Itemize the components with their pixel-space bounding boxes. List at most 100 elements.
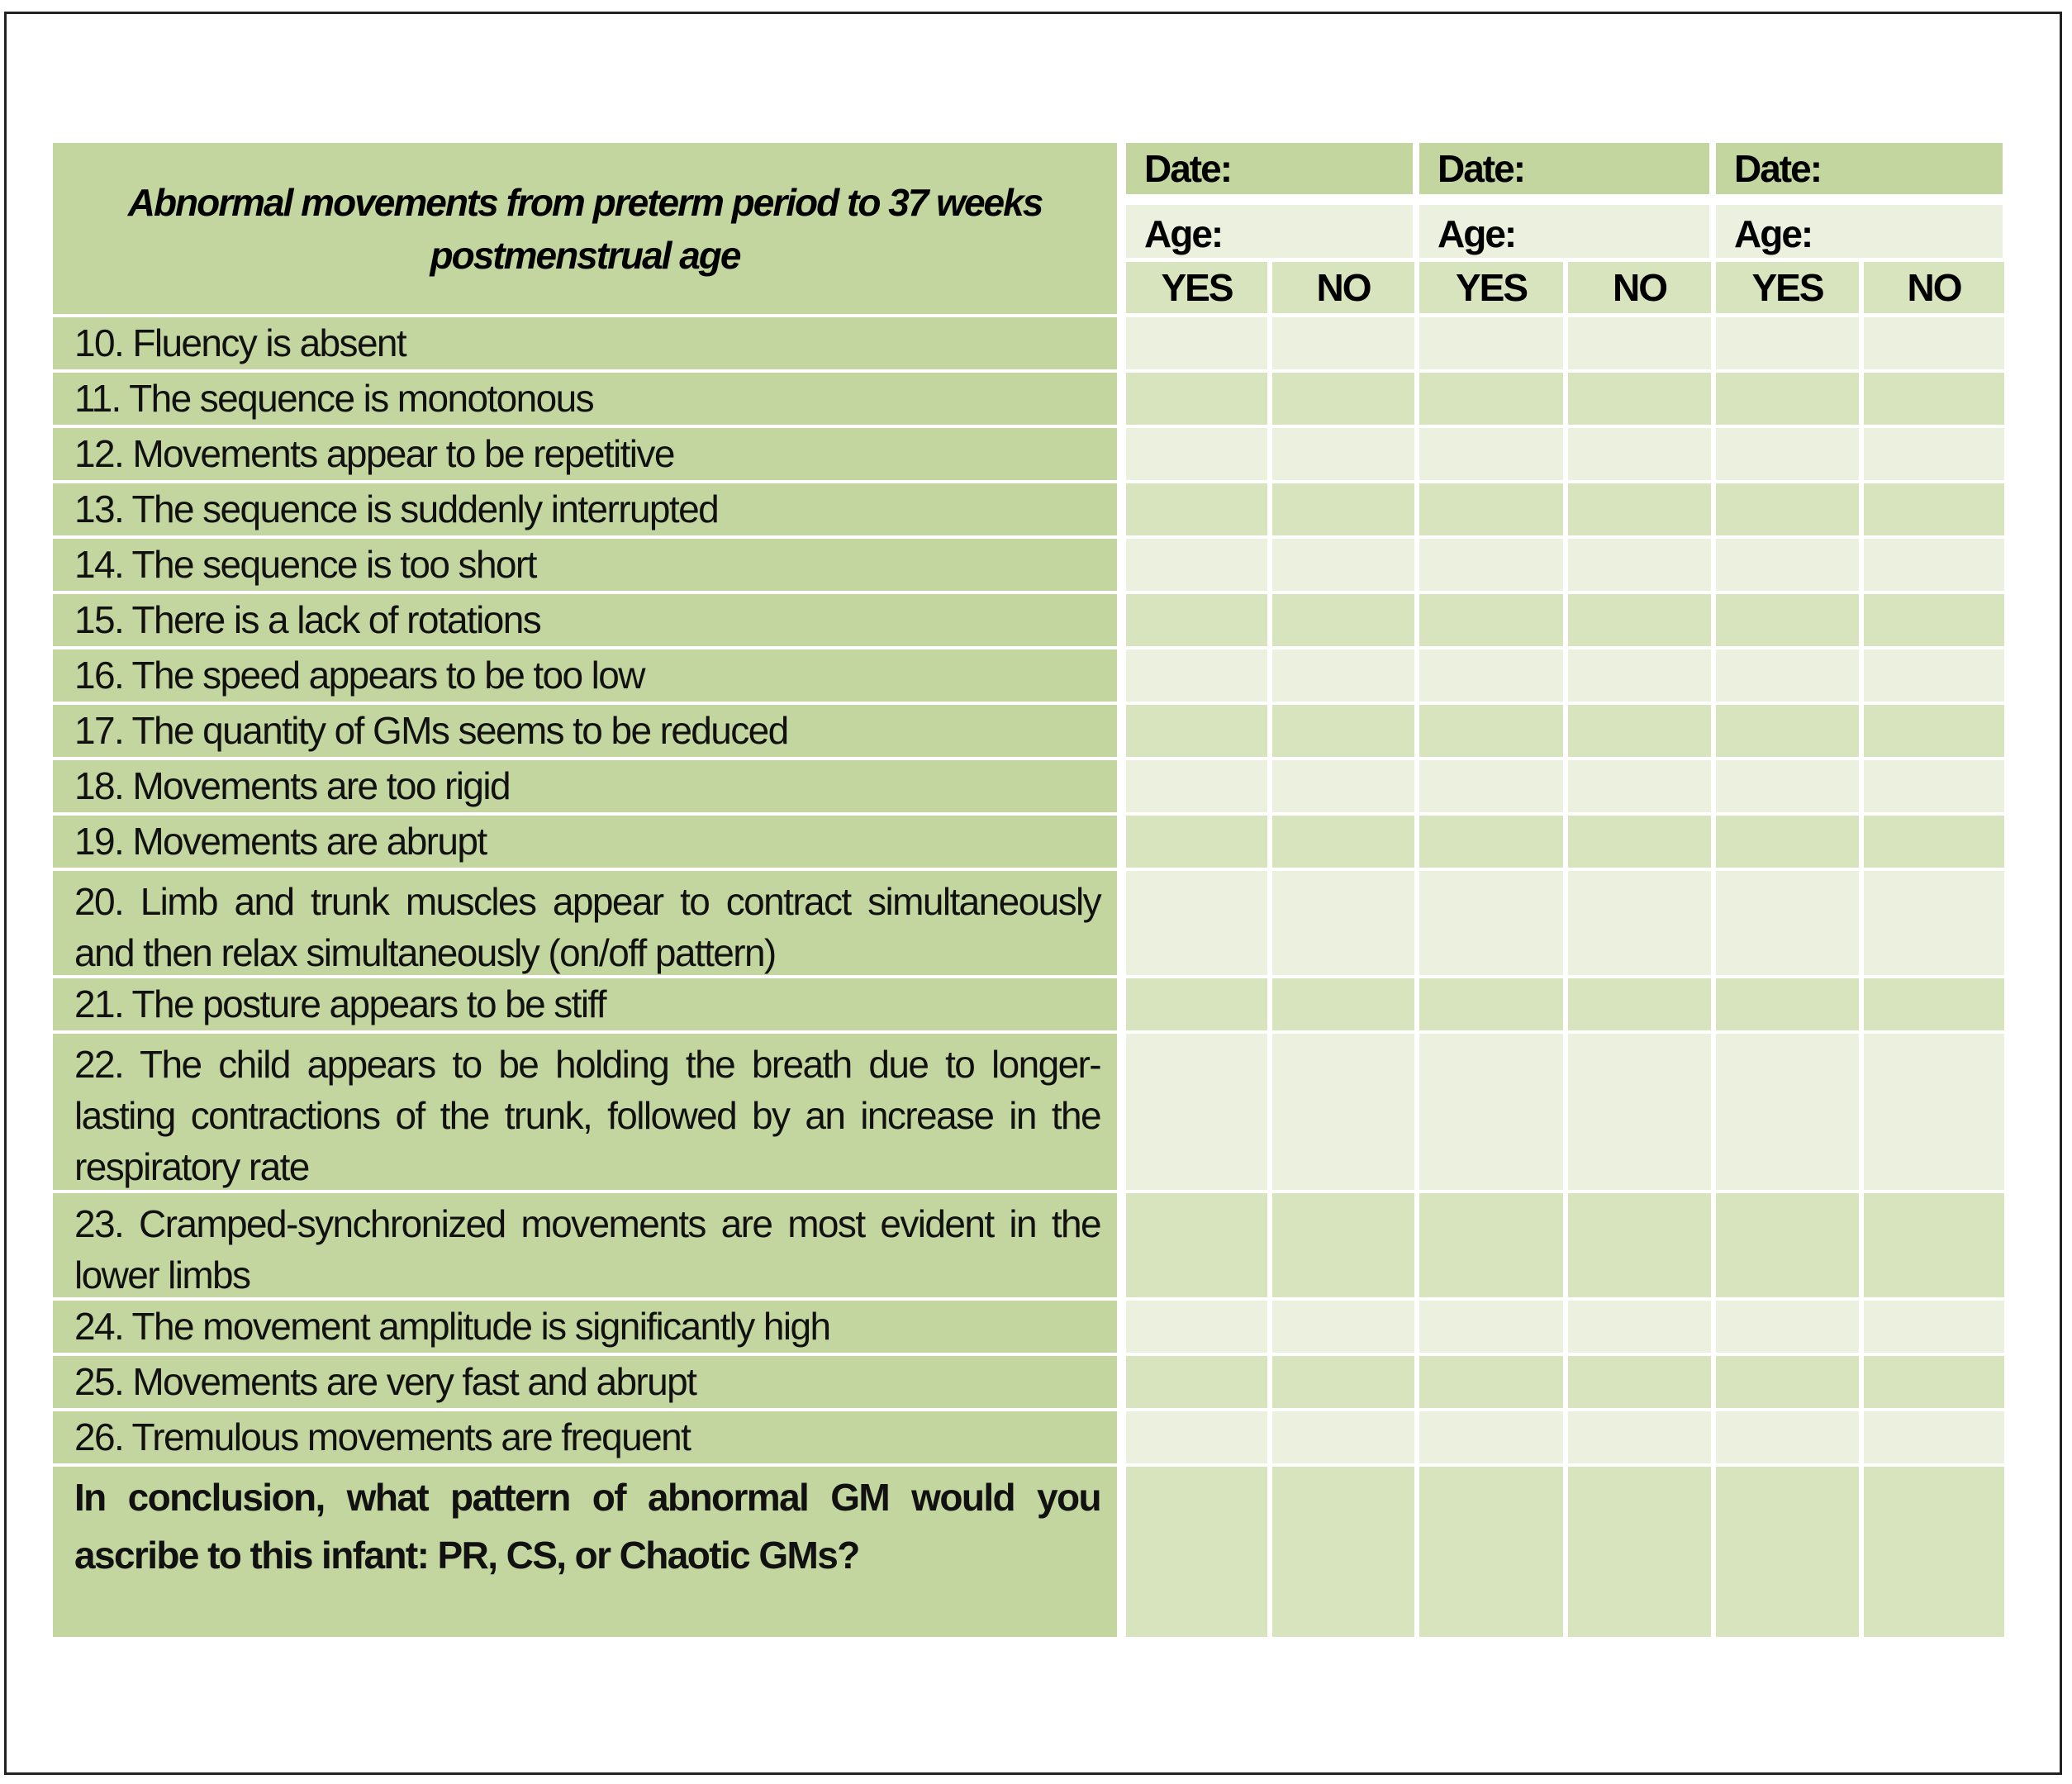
yes-checkbox-cell[interactable] xyxy=(1716,871,1859,975)
yes-checkbox-cell[interactable] xyxy=(1419,594,1563,646)
yes-checkbox-cell[interactable] xyxy=(1126,428,1267,480)
no-checkbox-cell[interactable] xyxy=(1272,1411,1414,1463)
yes-checkbox-cell[interactable] xyxy=(1716,317,1859,369)
yes-checkbox-cell[interactable] xyxy=(1126,317,1267,369)
no-checkbox-cell[interactable] xyxy=(1568,1467,1711,1637)
yes-checkbox-cell[interactable] xyxy=(1716,1034,1859,1190)
age-field[interactable]: Age: xyxy=(1716,205,2003,258)
no-checkbox-cell[interactable] xyxy=(1272,760,1414,812)
yes-checkbox-cell[interactable] xyxy=(1716,373,1859,425)
no-checkbox-cell[interactable] xyxy=(1272,705,1414,757)
no-checkbox-cell[interactable] xyxy=(1568,1301,1711,1353)
no-checkbox-cell[interactable] xyxy=(1568,594,1711,646)
yes-checkbox-cell[interactable] xyxy=(1126,1034,1267,1190)
no-checkbox-cell[interactable] xyxy=(1568,1193,1711,1297)
yes-checkbox-cell[interactable] xyxy=(1419,483,1563,535)
yes-checkbox-cell[interactable] xyxy=(1419,816,1563,868)
no-checkbox-cell[interactable] xyxy=(1568,649,1711,702)
no-checkbox-cell[interactable] xyxy=(1568,539,1711,591)
yes-checkbox-cell[interactable] xyxy=(1126,978,1267,1030)
yes-checkbox-cell[interactable] xyxy=(1126,871,1267,975)
no-checkbox-cell[interactable] xyxy=(1864,1193,2004,1297)
no-checkbox-cell[interactable] xyxy=(1864,1301,2004,1353)
yes-checkbox-cell[interactable] xyxy=(1716,1467,1859,1637)
yes-checkbox-cell[interactable] xyxy=(1419,1034,1563,1190)
yes-checkbox-cell[interactable] xyxy=(1716,539,1859,591)
no-checkbox-cell[interactable] xyxy=(1272,1301,1414,1353)
yes-checkbox-cell[interactable] xyxy=(1419,1411,1563,1463)
yes-checkbox-cell[interactable] xyxy=(1126,1356,1267,1408)
yes-checkbox-cell[interactable] xyxy=(1716,705,1859,757)
yes-checkbox-cell[interactable] xyxy=(1126,705,1267,757)
yes-checkbox-cell[interactable] xyxy=(1716,978,1859,1030)
no-checkbox-cell[interactable] xyxy=(1568,373,1711,425)
yes-checkbox-cell[interactable] xyxy=(1126,539,1267,591)
yes-checkbox-cell[interactable] xyxy=(1126,1193,1267,1297)
no-checkbox-cell[interactable] xyxy=(1272,483,1414,535)
yes-checkbox-cell[interactable] xyxy=(1716,1301,1859,1353)
no-checkbox-cell[interactable] xyxy=(1568,483,1711,535)
no-checkbox-cell[interactable] xyxy=(1864,1467,2004,1637)
no-checkbox-cell[interactable] xyxy=(1568,1411,1711,1463)
yes-checkbox-cell[interactable] xyxy=(1419,539,1563,591)
age-field[interactable]: Age: xyxy=(1419,205,1709,258)
no-checkbox-cell[interactable] xyxy=(1272,816,1414,868)
yes-checkbox-cell[interactable] xyxy=(1419,705,1563,757)
yes-checkbox-cell[interactable] xyxy=(1716,483,1859,535)
no-checkbox-cell[interactable] xyxy=(1568,317,1711,369)
yes-checkbox-cell[interactable] xyxy=(1126,594,1267,646)
no-checkbox-cell[interactable] xyxy=(1568,705,1711,757)
no-checkbox-cell[interactable] xyxy=(1864,483,2004,535)
yes-checkbox-cell[interactable] xyxy=(1126,1467,1267,1637)
no-checkbox-cell[interactable] xyxy=(1272,317,1414,369)
no-checkbox-cell[interactable] xyxy=(1272,594,1414,646)
no-checkbox-cell[interactable] xyxy=(1864,594,2004,646)
no-checkbox-cell[interactable] xyxy=(1272,1193,1414,1297)
no-checkbox-cell[interactable] xyxy=(1568,428,1711,480)
yes-checkbox-cell[interactable] xyxy=(1126,816,1267,868)
yes-checkbox-cell[interactable] xyxy=(1419,1301,1563,1353)
yes-checkbox-cell[interactable] xyxy=(1419,1356,1563,1408)
no-checkbox-cell[interactable] xyxy=(1864,1411,2004,1463)
yes-checkbox-cell[interactable] xyxy=(1419,978,1563,1030)
no-checkbox-cell[interactable] xyxy=(1568,1356,1711,1408)
no-checkbox-cell[interactable] xyxy=(1272,978,1414,1030)
no-checkbox-cell[interactable] xyxy=(1864,373,2004,425)
no-checkbox-cell[interactable] xyxy=(1272,649,1414,702)
no-checkbox-cell[interactable] xyxy=(1864,1034,2004,1190)
no-checkbox-cell[interactable] xyxy=(1568,1034,1711,1190)
yes-checkbox-cell[interactable] xyxy=(1716,594,1859,646)
yes-checkbox-cell[interactable] xyxy=(1419,317,1563,369)
no-checkbox-cell[interactable] xyxy=(1864,539,2004,591)
yes-checkbox-cell[interactable] xyxy=(1126,760,1267,812)
yes-checkbox-cell[interactable] xyxy=(1419,428,1563,480)
no-checkbox-cell[interactable] xyxy=(1272,1356,1414,1408)
no-checkbox-cell[interactable] xyxy=(1864,760,2004,812)
yes-checkbox-cell[interactable] xyxy=(1126,1411,1267,1463)
yes-checkbox-cell[interactable] xyxy=(1126,373,1267,425)
no-checkbox-cell[interactable] xyxy=(1864,1356,2004,1408)
yes-checkbox-cell[interactable] xyxy=(1419,1467,1563,1637)
yes-checkbox-cell[interactable] xyxy=(1716,649,1859,702)
yes-checkbox-cell[interactable] xyxy=(1716,816,1859,868)
yes-checkbox-cell[interactable] xyxy=(1126,1301,1267,1353)
no-checkbox-cell[interactable] xyxy=(1272,1034,1414,1190)
age-field[interactable]: Age: xyxy=(1126,205,1413,258)
yes-checkbox-cell[interactable] xyxy=(1419,649,1563,702)
no-checkbox-cell[interactable] xyxy=(1864,317,2004,369)
no-checkbox-cell[interactable] xyxy=(1864,816,2004,868)
no-checkbox-cell[interactable] xyxy=(1864,871,2004,975)
yes-checkbox-cell[interactable] xyxy=(1419,373,1563,425)
yes-checkbox-cell[interactable] xyxy=(1126,649,1267,702)
no-checkbox-cell[interactable] xyxy=(1272,1467,1414,1637)
no-checkbox-cell[interactable] xyxy=(1272,539,1414,591)
date-field[interactable]: Date: xyxy=(1126,143,1413,194)
yes-checkbox-cell[interactable] xyxy=(1419,1193,1563,1297)
no-checkbox-cell[interactable] xyxy=(1864,428,2004,480)
no-checkbox-cell[interactable] xyxy=(1568,816,1711,868)
no-checkbox-cell[interactable] xyxy=(1864,649,2004,702)
yes-checkbox-cell[interactable] xyxy=(1716,1356,1859,1408)
no-checkbox-cell[interactable] xyxy=(1568,871,1711,975)
yes-checkbox-cell[interactable] xyxy=(1716,760,1859,812)
date-field[interactable]: Date: xyxy=(1419,143,1709,194)
